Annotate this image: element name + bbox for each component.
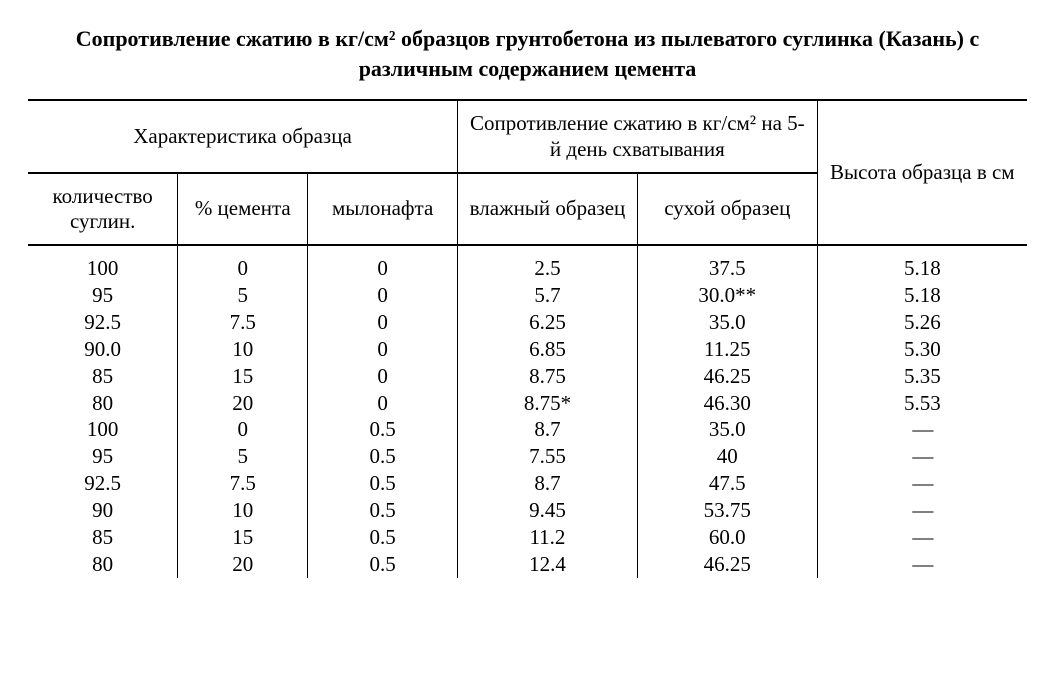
header-group-sample: Характеристика образца	[28, 100, 458, 172]
cell-dry: 37.5	[637, 255, 817, 282]
cell-mylonaft: 0	[308, 309, 458, 336]
cell-dry: 11.25	[637, 336, 817, 363]
cell-height: 5.18	[817, 255, 1027, 282]
cell-loam_qty: 85	[28, 363, 178, 390]
table-row: 92.57.506.2535.05.26	[28, 309, 1027, 336]
cell-wet: 8.75	[458, 363, 638, 390]
cell-height: —	[817, 416, 1027, 443]
table-row: 851508.7546.255.35	[28, 363, 1027, 390]
cell-loam_qty: 90	[28, 497, 178, 524]
cell-cement_pct: 10	[178, 497, 308, 524]
header-group-resistance: Сопротивление сжатию в кг/см² на 5-й ден…	[458, 100, 818, 172]
cell-dry: 47.5	[637, 470, 817, 497]
cell-cement_pct: 15	[178, 524, 308, 551]
cell-cement_pct: 15	[178, 363, 308, 390]
table-row: 10000.58.735.0—	[28, 416, 1027, 443]
cell-wet: 9.45	[458, 497, 638, 524]
cell-mylonaft: 0	[308, 255, 458, 282]
cell-cement_pct: 10	[178, 336, 308, 363]
cell-loam_qty: 95	[28, 282, 178, 309]
cell-height: —	[817, 524, 1027, 551]
col-mylonaft: мылонафта	[308, 173, 458, 245]
cell-height: 5.53	[817, 390, 1027, 417]
cell-wet: 12.4	[458, 551, 638, 578]
cell-wet: 8.75*	[458, 390, 638, 417]
cell-dry: 40	[637, 443, 817, 470]
cell-cement_pct: 20	[178, 390, 308, 417]
cell-height: —	[817, 470, 1027, 497]
cell-dry: 30.0**	[637, 282, 817, 309]
table-body: 100002.537.55.1895505.730.0**5.1892.57.5…	[28, 245, 1027, 578]
cell-dry: 46.25	[637, 551, 817, 578]
cell-cement_pct: 5	[178, 282, 308, 309]
header-height: Высота образца в см	[817, 100, 1027, 245]
table-row: 90100.59.4553.75—	[28, 497, 1027, 524]
cell-loam_qty: 90.0	[28, 336, 178, 363]
cell-loam_qty: 100	[28, 255, 178, 282]
cell-wet: 8.7	[458, 416, 638, 443]
cell-wet: 6.25	[458, 309, 638, 336]
cell-wet: 5.7	[458, 282, 638, 309]
cell-mylonaft: 0.5	[308, 551, 458, 578]
col-wet: влажный образец	[458, 173, 638, 245]
cell-dry: 35.0	[637, 309, 817, 336]
cell-cement_pct: 5	[178, 443, 308, 470]
cell-mylonaft: 0.5	[308, 497, 458, 524]
cell-height: —	[817, 497, 1027, 524]
cell-cement_pct: 0	[178, 416, 308, 443]
cell-dry: 60.0	[637, 524, 817, 551]
cell-loam_qty: 95	[28, 443, 178, 470]
cell-dry: 35.0	[637, 416, 817, 443]
cell-dry: 53.75	[637, 497, 817, 524]
cell-height: 5.30	[817, 336, 1027, 363]
cell-mylonaft: 0	[308, 390, 458, 417]
cell-wet: 2.5	[458, 255, 638, 282]
table-row: 90.01006.8511.255.30	[28, 336, 1027, 363]
table-row: 802008.75*46.305.53	[28, 390, 1027, 417]
cell-mylonaft: 0	[308, 363, 458, 390]
table-row: 95505.730.0**5.18	[28, 282, 1027, 309]
table-row: 80200.512.446.25—	[28, 551, 1027, 578]
cell-loam_qty: 85	[28, 524, 178, 551]
table-row: 92.57.50.58.747.5—	[28, 470, 1027, 497]
cell-wet: 8.7	[458, 470, 638, 497]
col-loam-qty: количество суглин.	[28, 173, 178, 245]
cell-mylonaft: 0.5	[308, 470, 458, 497]
cell-cement_pct: 7.5	[178, 309, 308, 336]
cell-cement_pct: 20	[178, 551, 308, 578]
cell-loam_qty: 100	[28, 416, 178, 443]
cell-mylonaft: 0	[308, 282, 458, 309]
cell-loam_qty: 92.5	[28, 309, 178, 336]
col-cement-pct: % цемента	[178, 173, 308, 245]
cell-wet: 6.85	[458, 336, 638, 363]
cell-loam_qty: 80	[28, 551, 178, 578]
cell-cement_pct: 0	[178, 255, 308, 282]
cell-mylonaft: 0.5	[308, 443, 458, 470]
cell-dry: 46.30	[637, 390, 817, 417]
table-row: 100002.537.55.18	[28, 255, 1027, 282]
cell-dry: 46.25	[637, 363, 817, 390]
cell-mylonaft: 0.5	[308, 416, 458, 443]
cell-mylonaft: 0.5	[308, 524, 458, 551]
cell-cement_pct: 7.5	[178, 470, 308, 497]
cell-height: 5.26	[817, 309, 1027, 336]
cell-loam_qty: 92.5	[28, 470, 178, 497]
cell-mylonaft: 0	[308, 336, 458, 363]
data-table: Характеристика образца Сопротивление сжа…	[28, 99, 1027, 577]
table-row: 9550.57.5540—	[28, 443, 1027, 470]
cell-height: 5.35	[817, 363, 1027, 390]
cell-loam_qty: 80	[28, 390, 178, 417]
cell-wet: 11.2	[458, 524, 638, 551]
cell-height: 5.18	[817, 282, 1027, 309]
page-title: Сопротивление сжатию в кг/см² образцов г…	[48, 24, 1008, 83]
cell-height: —	[817, 443, 1027, 470]
cell-height: —	[817, 551, 1027, 578]
cell-wet: 7.55	[458, 443, 638, 470]
table-row: 85150.511.260.0—	[28, 524, 1027, 551]
col-dry: сухой образец	[637, 173, 817, 245]
